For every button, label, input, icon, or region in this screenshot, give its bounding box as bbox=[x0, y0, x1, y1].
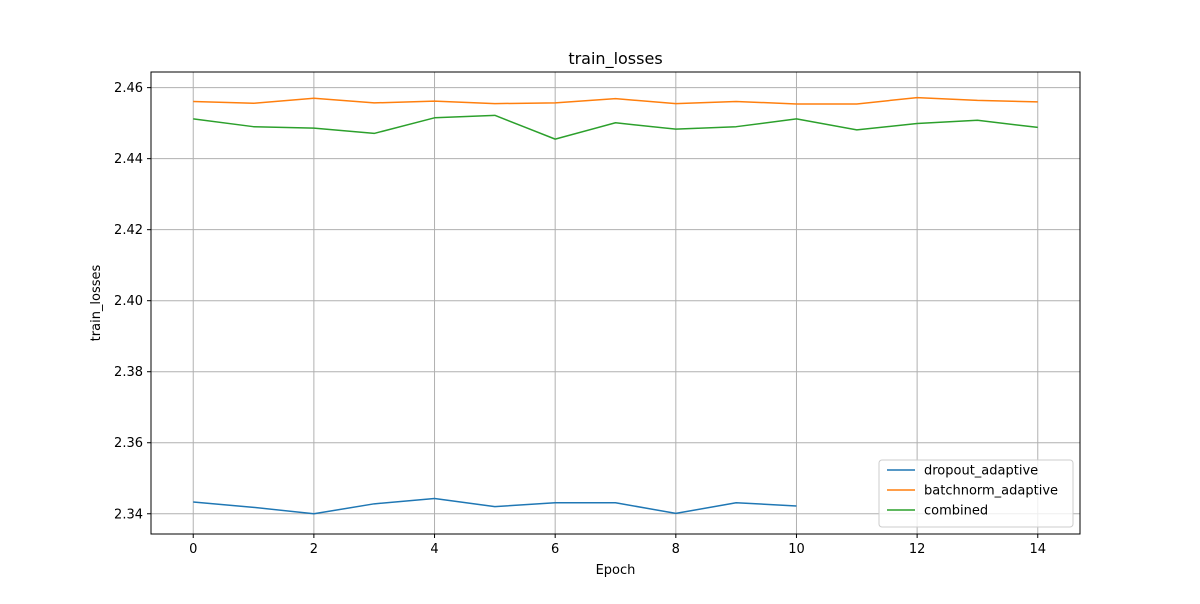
legend-label: batchnorm_adaptive bbox=[924, 484, 1058, 499]
series-line-batchnorm_adaptive bbox=[193, 96, 1038, 105]
series-line-dropout_adaptive bbox=[193, 497, 797, 515]
plot-frame bbox=[150, 71, 1081, 535]
x-tick-label: 14 bbox=[1029, 542, 1046, 557]
grid-lines bbox=[151, 72, 1080, 534]
legend-box bbox=[878, 459, 1074, 528]
legend-items: dropout_adaptive batchnorm_adaptivecombin… bbox=[887, 464, 1058, 519]
y-tick-label: 2.46 bbox=[114, 81, 143, 96]
y-tick-label: 2.38 bbox=[114, 365, 143, 380]
legend-label: combined bbox=[924, 504, 988, 519]
series-lines bbox=[193, 96, 1038, 515]
legend: dropout_adaptive batchnorm_adaptivecombin… bbox=[878, 459, 1074, 528]
x-tick-label: 2 bbox=[310, 542, 318, 557]
y-tick-label: 2.42 bbox=[114, 223, 143, 238]
x-tick-label: 10 bbox=[788, 542, 805, 557]
y-tick-label: 2.40 bbox=[114, 294, 143, 309]
x-axis: 0 2 4 6 8 10 12 14 bbox=[189, 534, 1046, 557]
y-tick-label: 2.36 bbox=[114, 436, 143, 451]
x-axis-label: Epoch bbox=[596, 563, 636, 578]
x-tick-label: 0 bbox=[189, 542, 197, 557]
y-tick-label: 2.34 bbox=[114, 507, 143, 522]
x-tick-label: 6 bbox=[551, 542, 559, 557]
x-tick-label: 4 bbox=[430, 542, 438, 557]
y-axis-label: train_losses bbox=[89, 264, 104, 341]
y-tick-label: 2.44 bbox=[114, 152, 143, 167]
x-tick-label: 12 bbox=[909, 542, 926, 557]
chart-title: train_losses bbox=[568, 49, 662, 69]
x-tick-label: 8 bbox=[672, 542, 680, 557]
y-axis: 2.34 2.36 2.38 2.40 2.42 2.44 2.46 bbox=[114, 81, 151, 522]
series-line-combined bbox=[193, 114, 1038, 140]
legend-label: dropout_adaptive bbox=[924, 464, 1038, 479]
